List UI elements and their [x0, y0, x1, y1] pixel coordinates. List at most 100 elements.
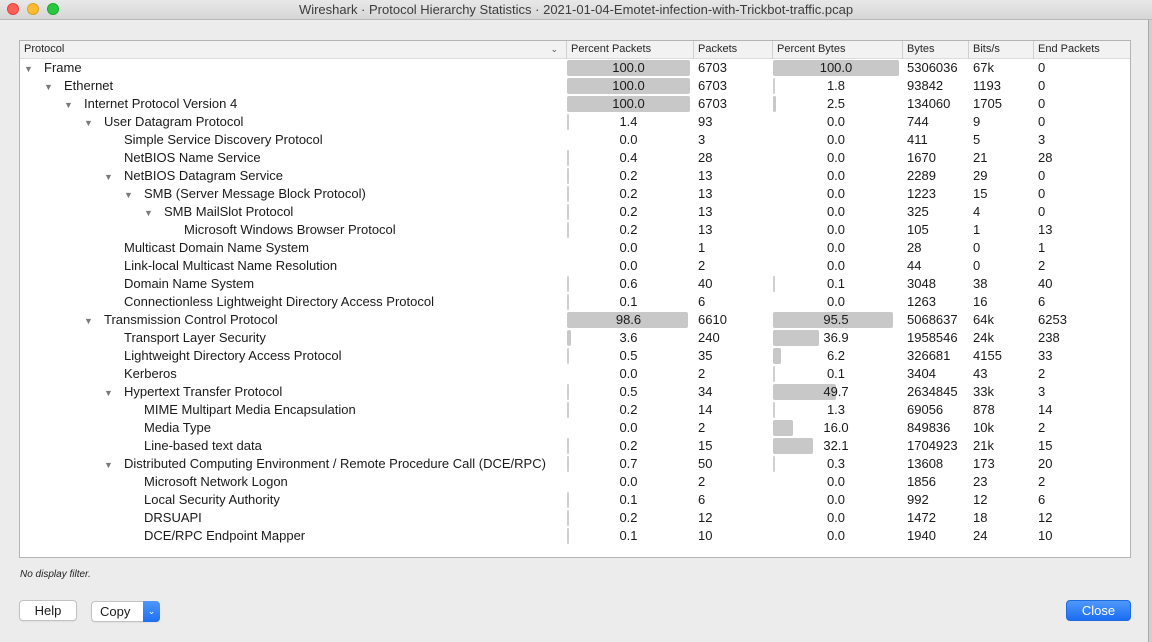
table-row[interactable]: DCE/RPC Endpoint Mapper 0.1 10 0.0 1940 24 10 — [20, 527, 1130, 545]
table-row[interactable]: DRSUAPI 0.2 12 0.0 1472 18 12 — [20, 509, 1130, 527]
table-row[interactable]: ▼ Ethernet 100.0 6703 1.8 93842 1193 0 — [20, 77, 1130, 95]
table-row[interactable]: Domain Name System 0.6 40 0.1 3048 38 40 — [20, 275, 1130, 293]
end-packets-cell: 238 — [1038, 330, 1060, 345]
end-packets-cell: 0 — [1038, 60, 1046, 75]
expand-triangle-icon[interactable]: ▼ — [104, 460, 113, 470]
protocol-name: Hypertext Transfer Protocol — [124, 384, 283, 399]
percent-bytes-cell: 0.0 — [773, 491, 903, 509]
end-packets-cell: 0 — [1038, 168, 1046, 183]
packets-cell: 12 — [698, 510, 713, 525]
table-row[interactable]: ▼ SMB MailSlot Protocol 0.2 13 0.0 325 4 0 — [20, 203, 1130, 221]
bits-per-second-cell: 24k — [973, 330, 994, 345]
table-row[interactable]: ▼ NetBIOS Datagram Service 0.2 13 0.0 2289 29 0 — [20, 167, 1130, 185]
display-filter-note: No display filter. — [20, 569, 91, 580]
column-header-protocol[interactable]: Protocol ⌄ — [20, 41, 567, 59]
percent-bar — [567, 276, 569, 292]
table-row[interactable]: Link-local Multicast Name Resolution 0.0 2… — [20, 257, 1130, 275]
table-row[interactable]: Multicast Domain Name System 0.0 1 0.0 28 0 1 — [20, 239, 1130, 257]
end-packets-cell: 2 — [1038, 258, 1046, 273]
percent-packets-cell: 100.0 — [567, 59, 694, 77]
percent-packets-cell: 0.4 — [567, 149, 694, 167]
table-row[interactable]: ▼ User Datagram Protocol 1.4 93 0.0 744 9 0 — [20, 113, 1130, 131]
column-header-packets[interactable]: Packets — [694, 41, 773, 59]
percent-bytes-cell: 0.3 — [773, 455, 903, 473]
table-row[interactable]: Connectionless Lightweight Directory Acc… — [20, 293, 1130, 311]
bytes-cell: 1263 — [907, 294, 936, 309]
percent-bar — [567, 186, 569, 202]
table-row[interactable]: Lightweight Directory Access Protocol 0.5… — [20, 347, 1130, 365]
percent-packets-cell-value: 100.0 — [612, 78, 645, 93]
table-row[interactable]: Transport Layer Security 3.6 240 36.9 195854… — [20, 329, 1130, 347]
table-row[interactable]: ▼ Internet Protocol Version 4 100.0 6703 2.5… — [20, 95, 1130, 113]
table-row[interactable]: ▼ SMB (Server Message Block Protocol) 0.2 1… — [20, 185, 1130, 203]
packets-cell: 10 — [698, 528, 713, 543]
expand-triangle-icon[interactable]: ▼ — [44, 82, 53, 92]
copy-button[interactable]: Copy ⌄ — [91, 601, 160, 622]
zoom-window-icon[interactable] — [47, 3, 59, 15]
bits-per-second-cell: 15 — [973, 186, 988, 201]
percent-bytes-cell: 32.1 — [773, 437, 903, 455]
table-row[interactable]: ▼ Transmission Control Protocol 98.6 6610 95… — [20, 311, 1130, 329]
table-row[interactable]: ▼ Hypertext Transfer Protocol 0.5 34 49.7 263… — [20, 383, 1130, 401]
column-header-end-packets[interactable]: End Packets — [1038, 43, 1100, 55]
bits-per-second-cell: 0 — [973, 258, 981, 273]
bits-per-second-cell: 18 — [973, 510, 988, 525]
copy-label: Copy — [100, 604, 131, 619]
protocol-cell: Transport Layer Security — [20, 329, 567, 347]
end-packets-cell: 40 — [1038, 276, 1053, 291]
expand-triangle-icon[interactable]: ▼ — [144, 208, 153, 218]
table-row[interactable]: Simple Service Discovery Protocol 0.0 3 0.0… — [20, 131, 1130, 149]
table-row[interactable]: MIME Multipart Media Encapsulation 0.2 14 1… — [20, 401, 1130, 419]
column-header-bits-per-second[interactable]: Bits/s — [969, 41, 1034, 59]
table-row[interactable]: ▼ Frame 100.0 6703 100.0 5306036 67k 0 — [20, 59, 1130, 77]
bytes-cell: 5306036 — [907, 60, 958, 75]
table-header: Protocol ⌄ Percent Packets Packets Perce… — [20, 41, 1130, 59]
percent-bytes-cell: 0.1 — [773, 275, 903, 293]
expand-triangle-icon[interactable]: ▼ — [84, 118, 93, 128]
expand-triangle-icon[interactable]: ▼ — [84, 316, 93, 326]
column-header-percent-bytes[interactable]: Percent Bytes — [773, 41, 903, 59]
protocol-name: Lightweight Directory Access Protocol — [124, 348, 342, 363]
percent-bytes-cell-value: 0.3 — [826, 456, 846, 471]
expand-triangle-icon[interactable]: ▼ — [124, 190, 133, 200]
table-row[interactable]: NetBIOS Name Service 0.4 28 0.0 1670 21 28 — [20, 149, 1130, 167]
table-row[interactable]: Local Security Authority 0.1 6 0.0 992 12 6 — [20, 491, 1130, 509]
expand-triangle-icon[interactable]: ▼ — [104, 172, 113, 182]
expand-triangle-icon[interactable]: ▼ — [104, 388, 113, 398]
percent-bar — [567, 114, 569, 130]
expand-triangle-icon[interactable]: ▼ — [64, 100, 73, 110]
percent-packets-cell: 0.5 — [567, 383, 694, 401]
percent-packets-cell-value: 0.2 — [619, 222, 638, 237]
table-row[interactable]: Microsoft Windows Browser Protocol 0.2 13 0… — [20, 221, 1130, 239]
table-row[interactable]: Line-based text data 0.2 15 32.1 1704923 21k 1… — [20, 437, 1130, 455]
percent-packets-cell-value: 0.1 — [619, 492, 638, 507]
title-bar: Wireshark · Protocol Hierarchy Statistic… — [0, 0, 1152, 20]
percent-bytes-cell-value: 0.0 — [826, 474, 846, 489]
table-row[interactable]: Media Type 0.0 2 16.0 849836 10k 2 — [20, 419, 1130, 437]
close-window-icon[interactable] — [7, 3, 19, 15]
protocol-hierarchy-tree[interactable]: Protocol ⌄ Percent Packets Packets Perce… — [19, 40, 1131, 558]
packets-cell: 3 — [698, 132, 706, 147]
protocol-cell: ▼ Distributed Computing Environment / Rem… — [20, 455, 567, 473]
bytes-cell: 44 — [907, 258, 922, 273]
percent-bar — [567, 330, 572, 346]
expand-triangle-icon[interactable]: ▼ — [24, 64, 33, 74]
protocol-cell: DCE/RPC Endpoint Mapper — [20, 527, 567, 545]
table-row[interactable]: Microsoft Network Logon 0.0 2 0.0 1856 23 2 — [20, 473, 1130, 491]
minimize-window-icon[interactable] — [27, 3, 39, 15]
bytes-cell: 3404 — [907, 366, 936, 381]
close-button[interactable]: Close — [1066, 600, 1131, 621]
column-header-bytes[interactable]: Bytes — [903, 41, 969, 59]
table-row[interactable]: ▼ Distributed Computing Environment / Rem… — [20, 455, 1130, 473]
bits-per-second-cell: 1193 — [973, 78, 1001, 93]
chevron-down-icon[interactable]: ⌄ — [143, 601, 160, 622]
column-header-percent-packets[interactable]: Percent Packets — [567, 41, 694, 59]
packets-cell: 6 — [698, 492, 706, 507]
protocol-name: Connectionless Lightweight Directory Acc… — [124, 294, 434, 309]
end-packets-cell: 10 — [1038, 528, 1053, 543]
bytes-cell: 2634845 — [907, 384, 958, 399]
bytes-cell: 1856 — [907, 474, 936, 489]
percent-bar — [773, 312, 894, 328]
help-button[interactable]: Help — [19, 600, 77, 621]
table-row[interactable]: Kerberos 0.0 2 0.1 3404 43 2 — [20, 365, 1130, 383]
